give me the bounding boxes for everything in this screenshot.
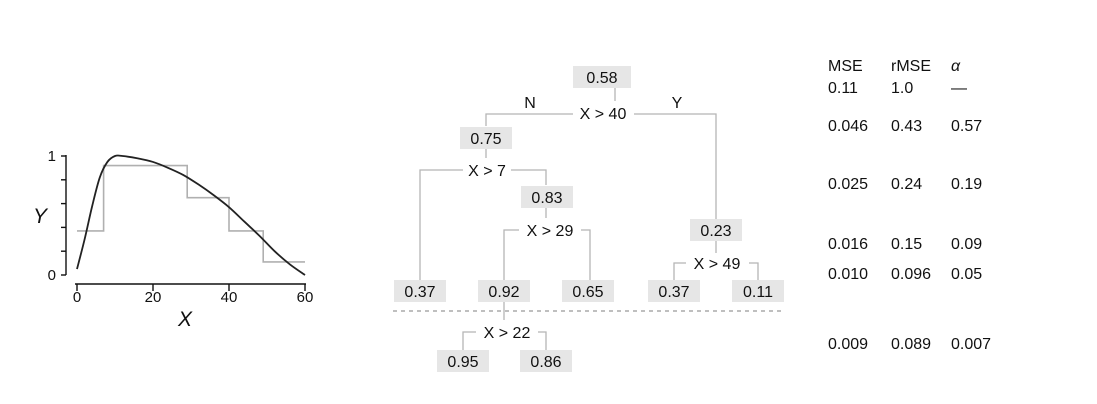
tree-edge xyxy=(581,229,591,280)
leaf-box xyxy=(394,280,446,302)
branch-label-no: N xyxy=(524,95,536,112)
table-cell: 0.007 xyxy=(951,336,991,353)
leaf-value: 0.86 xyxy=(530,354,561,371)
y-axis-title: Y xyxy=(33,205,49,228)
step-fit-line xyxy=(77,164,305,263)
node-value-root: 0.58 xyxy=(586,70,617,87)
plot-lines xyxy=(76,154,306,276)
node-value-right: 0.23 xyxy=(700,223,731,240)
leaf-value: 0.37 xyxy=(658,284,689,301)
split-label-right: X > 49 xyxy=(694,256,741,273)
node-box-right xyxy=(690,219,742,241)
x-tick-label: 60 xyxy=(297,289,314,306)
y-tick-label: 0 xyxy=(48,267,56,284)
table-cell: 0.15 xyxy=(891,236,922,253)
table-cell: 0.57 xyxy=(951,118,982,135)
split-label-extra: X > 22 xyxy=(484,325,531,342)
table-cell: 0.010 xyxy=(828,266,868,283)
x-tick-label: 40 xyxy=(221,289,238,306)
tree-edge xyxy=(634,113,717,220)
table-cell: 0.11 xyxy=(828,80,858,97)
leaf-box xyxy=(478,280,530,302)
leaf-box xyxy=(520,350,572,372)
x-axis-title: X xyxy=(177,308,193,331)
table-cell: 1.0 xyxy=(891,80,913,97)
leaf-value: 0.11 xyxy=(743,284,773,301)
leaf-box xyxy=(648,280,700,302)
table-cell: — xyxy=(951,80,967,97)
table-header-mse: MSE xyxy=(828,58,863,75)
leaf-value: 0.65 xyxy=(572,284,603,301)
table-header-alpha: α xyxy=(951,58,961,75)
leaf-value: 0.37 xyxy=(404,284,435,301)
split-label-root: X > 40 xyxy=(580,106,627,123)
table-cell: 0.24 xyxy=(891,176,922,193)
regression-tree: 0.58 0.75 0.83 0.23 0.37 0.92 0.65 0.37 … xyxy=(393,66,784,372)
split-label-left: X > 7 xyxy=(468,163,506,180)
function-plot: 0 20 40 60 0 1 Y X xyxy=(33,148,313,331)
node-value-left: 0.75 xyxy=(470,131,501,148)
table-cell: 0.19 xyxy=(951,176,982,193)
leaf-box xyxy=(437,350,489,372)
x-tick-label: 0 xyxy=(73,289,81,306)
leaf-value: 0.95 xyxy=(447,354,478,371)
tree-edge xyxy=(462,331,476,350)
tree-edge xyxy=(485,113,573,126)
table-cell: 0.009 xyxy=(828,336,868,353)
true-function-curve xyxy=(76,154,306,276)
tree-edge xyxy=(511,169,547,185)
leaf-box xyxy=(732,280,784,302)
table-cell: 0.096 xyxy=(891,266,931,283)
table-cell: 0.016 xyxy=(828,236,868,253)
split-label-mid: X > 29 xyxy=(527,223,574,240)
table-cell: 0.43 xyxy=(891,118,922,135)
table-cell: 0.089 xyxy=(891,336,931,353)
tree-edge xyxy=(419,169,463,280)
node-value-mid: 0.83 xyxy=(531,190,562,207)
table-cell: 0.025 xyxy=(828,176,868,193)
table-cell: 0.05 xyxy=(951,266,982,283)
table-cell: 0.09 xyxy=(951,236,982,253)
error-table: MSE rMSE α 0.11 1.0 — 0.046 0.43 0.57 0.… xyxy=(828,58,991,353)
plot-ticks: 0 20 40 60 0 1 xyxy=(48,148,314,306)
node-box-mid xyxy=(521,186,573,208)
table-cell: 0.046 xyxy=(828,118,868,135)
node-box-left xyxy=(460,127,512,149)
tree-edge xyxy=(673,262,686,280)
table-header-rmse: rMSE xyxy=(891,58,931,75)
branch-label-yes: Y xyxy=(672,95,683,112)
y-tick-label: 1 xyxy=(48,148,56,165)
leaf-value: 0.92 xyxy=(488,284,519,301)
tree-edge xyxy=(538,331,547,350)
node-box-root xyxy=(573,66,631,88)
tree-edge xyxy=(749,262,759,280)
tree-edge xyxy=(503,229,519,280)
x-tick-label: 20 xyxy=(145,289,162,306)
leaf-box xyxy=(562,280,614,302)
